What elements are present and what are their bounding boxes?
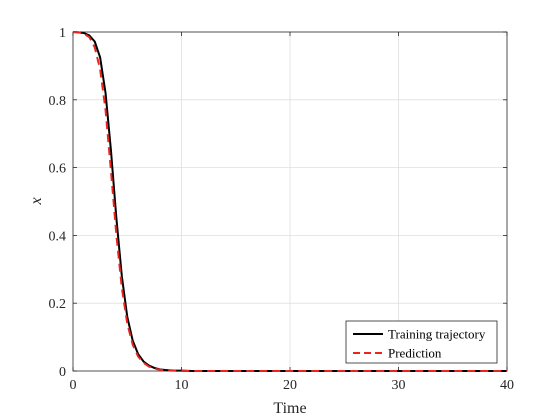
y-tick-label: 0 bbox=[59, 365, 66, 380]
legend-label-prediction: Prediction bbox=[388, 346, 442, 361]
axis-ticks: 0 10 20 30 40 0 0.2 0.4 0.6 0.8 1 bbox=[49, 26, 515, 393]
legend: Training trajectory Prediction bbox=[345, 320, 498, 364]
y-tick-label: 0.4 bbox=[49, 229, 67, 244]
series-prediction-line bbox=[72, 31, 507, 372]
y-tick-label: 0.2 bbox=[49, 297, 67, 312]
y-tick-label: 0.8 bbox=[49, 94, 67, 109]
legend-box bbox=[345, 320, 498, 364]
y-axis-label: x bbox=[28, 197, 45, 205]
x-axis-label: Time bbox=[273, 400, 306, 417]
y-tick-label: 1 bbox=[59, 26, 66, 41]
grid bbox=[73, 32, 507, 371]
x-tick-label: 0 bbox=[70, 378, 77, 393]
x-tick-label: 40 bbox=[500, 378, 514, 393]
x-tick-label: 30 bbox=[392, 378, 406, 393]
x-tick-label: 20 bbox=[283, 378, 297, 393]
series-group bbox=[72, 31, 507, 372]
legend-label-training: Training trajectory bbox=[388, 327, 486, 342]
x-tick-label: 10 bbox=[175, 378, 189, 393]
y-tick-label: 0.6 bbox=[49, 162, 67, 177]
